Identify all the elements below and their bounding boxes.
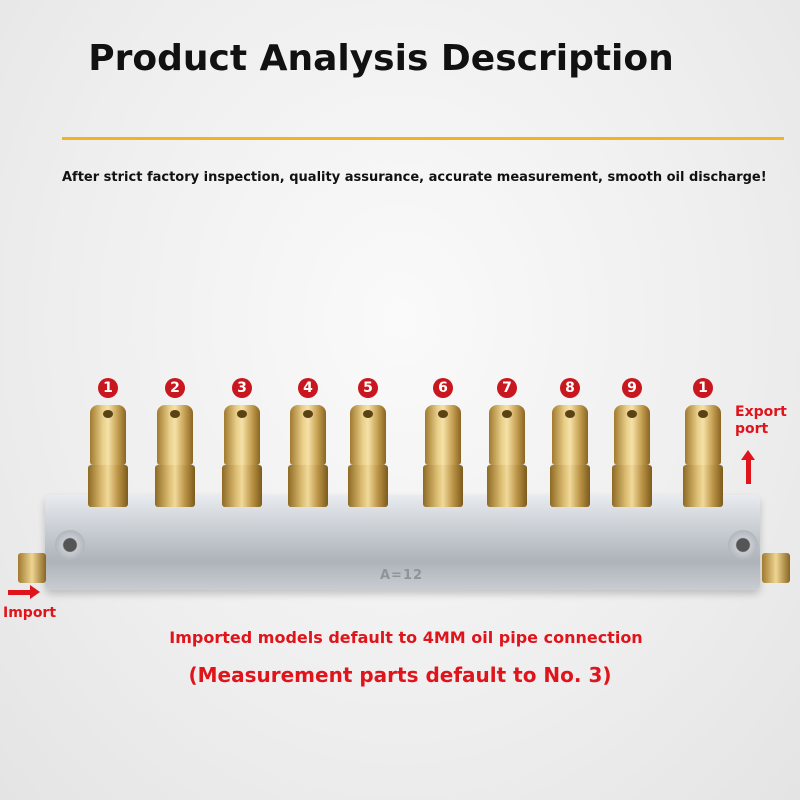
manifold-stamp: A=12 (380, 568, 424, 583)
outlet-number-badge: 7 (497, 378, 517, 398)
brass-fitting (86, 405, 130, 515)
outlet-port (728, 530, 758, 560)
arrow-right-icon (8, 585, 40, 599)
measurement-note: (Measurement parts default to No. 3) (188, 663, 612, 687)
outlet-number-badge: 5 (358, 378, 378, 398)
arrow-up-icon (741, 450, 755, 484)
outlet-number-badge: 4 (298, 378, 318, 398)
outlet-number-badge: 1 (98, 378, 118, 398)
manifold-body (45, 495, 760, 590)
brass-fitting (220, 405, 264, 515)
import-label: Import (3, 605, 57, 621)
export-port-label: Export port (735, 404, 787, 437)
outlet-number-badge: 8 (560, 378, 580, 398)
inlet-port (55, 530, 85, 560)
brass-fitting (153, 405, 197, 515)
outlet-number-badge: 6 (433, 378, 453, 398)
brass-fitting (286, 405, 330, 515)
end-plug (762, 553, 790, 583)
outlet-number-badge: 9 (622, 378, 642, 398)
outlet-number-badge: 3 (232, 378, 252, 398)
brass-fitting (485, 405, 529, 515)
outlet-number-badge: 1 (693, 378, 713, 398)
pipe-note: Imported models default to 4MM oil pipe … (169, 628, 643, 647)
outlet-number-badge: 2 (165, 378, 185, 398)
subtitle: After strict factory inspection, quality… (62, 170, 767, 185)
inlet-plug (18, 553, 46, 583)
brass-fitting (548, 405, 592, 515)
brass-fitting (421, 405, 465, 515)
brass-fitting (610, 405, 654, 515)
brass-fitting (681, 405, 725, 515)
divider (62, 137, 784, 140)
page-title: Product Analysis Description (88, 38, 674, 79)
brass-fitting (346, 405, 390, 515)
